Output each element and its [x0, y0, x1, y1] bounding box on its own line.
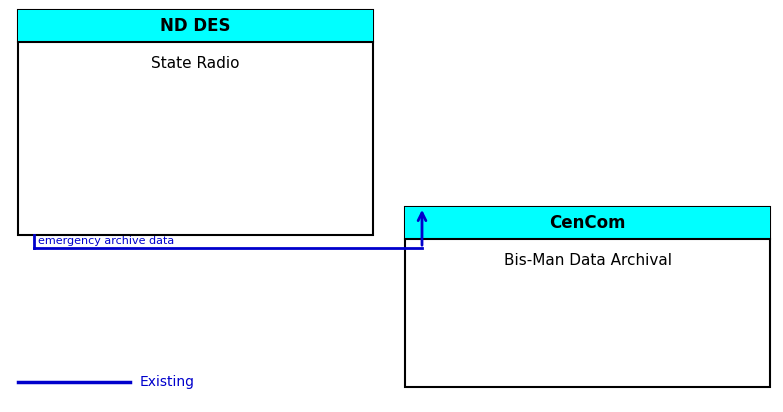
Text: Bis-Man Data Archival: Bis-Man Data Archival: [503, 253, 672, 268]
Text: CenCom: CenCom: [549, 214, 626, 232]
Bar: [405, 207, 770, 239]
Bar: [18, 10, 373, 42]
Text: emergency archive data: emergency archive data: [38, 236, 175, 246]
Text: ND DES: ND DES: [161, 17, 231, 35]
Text: State Radio: State Radio: [151, 56, 240, 71]
Bar: [405, 207, 770, 387]
Bar: [18, 10, 373, 235]
Text: Existing: Existing: [140, 375, 195, 389]
